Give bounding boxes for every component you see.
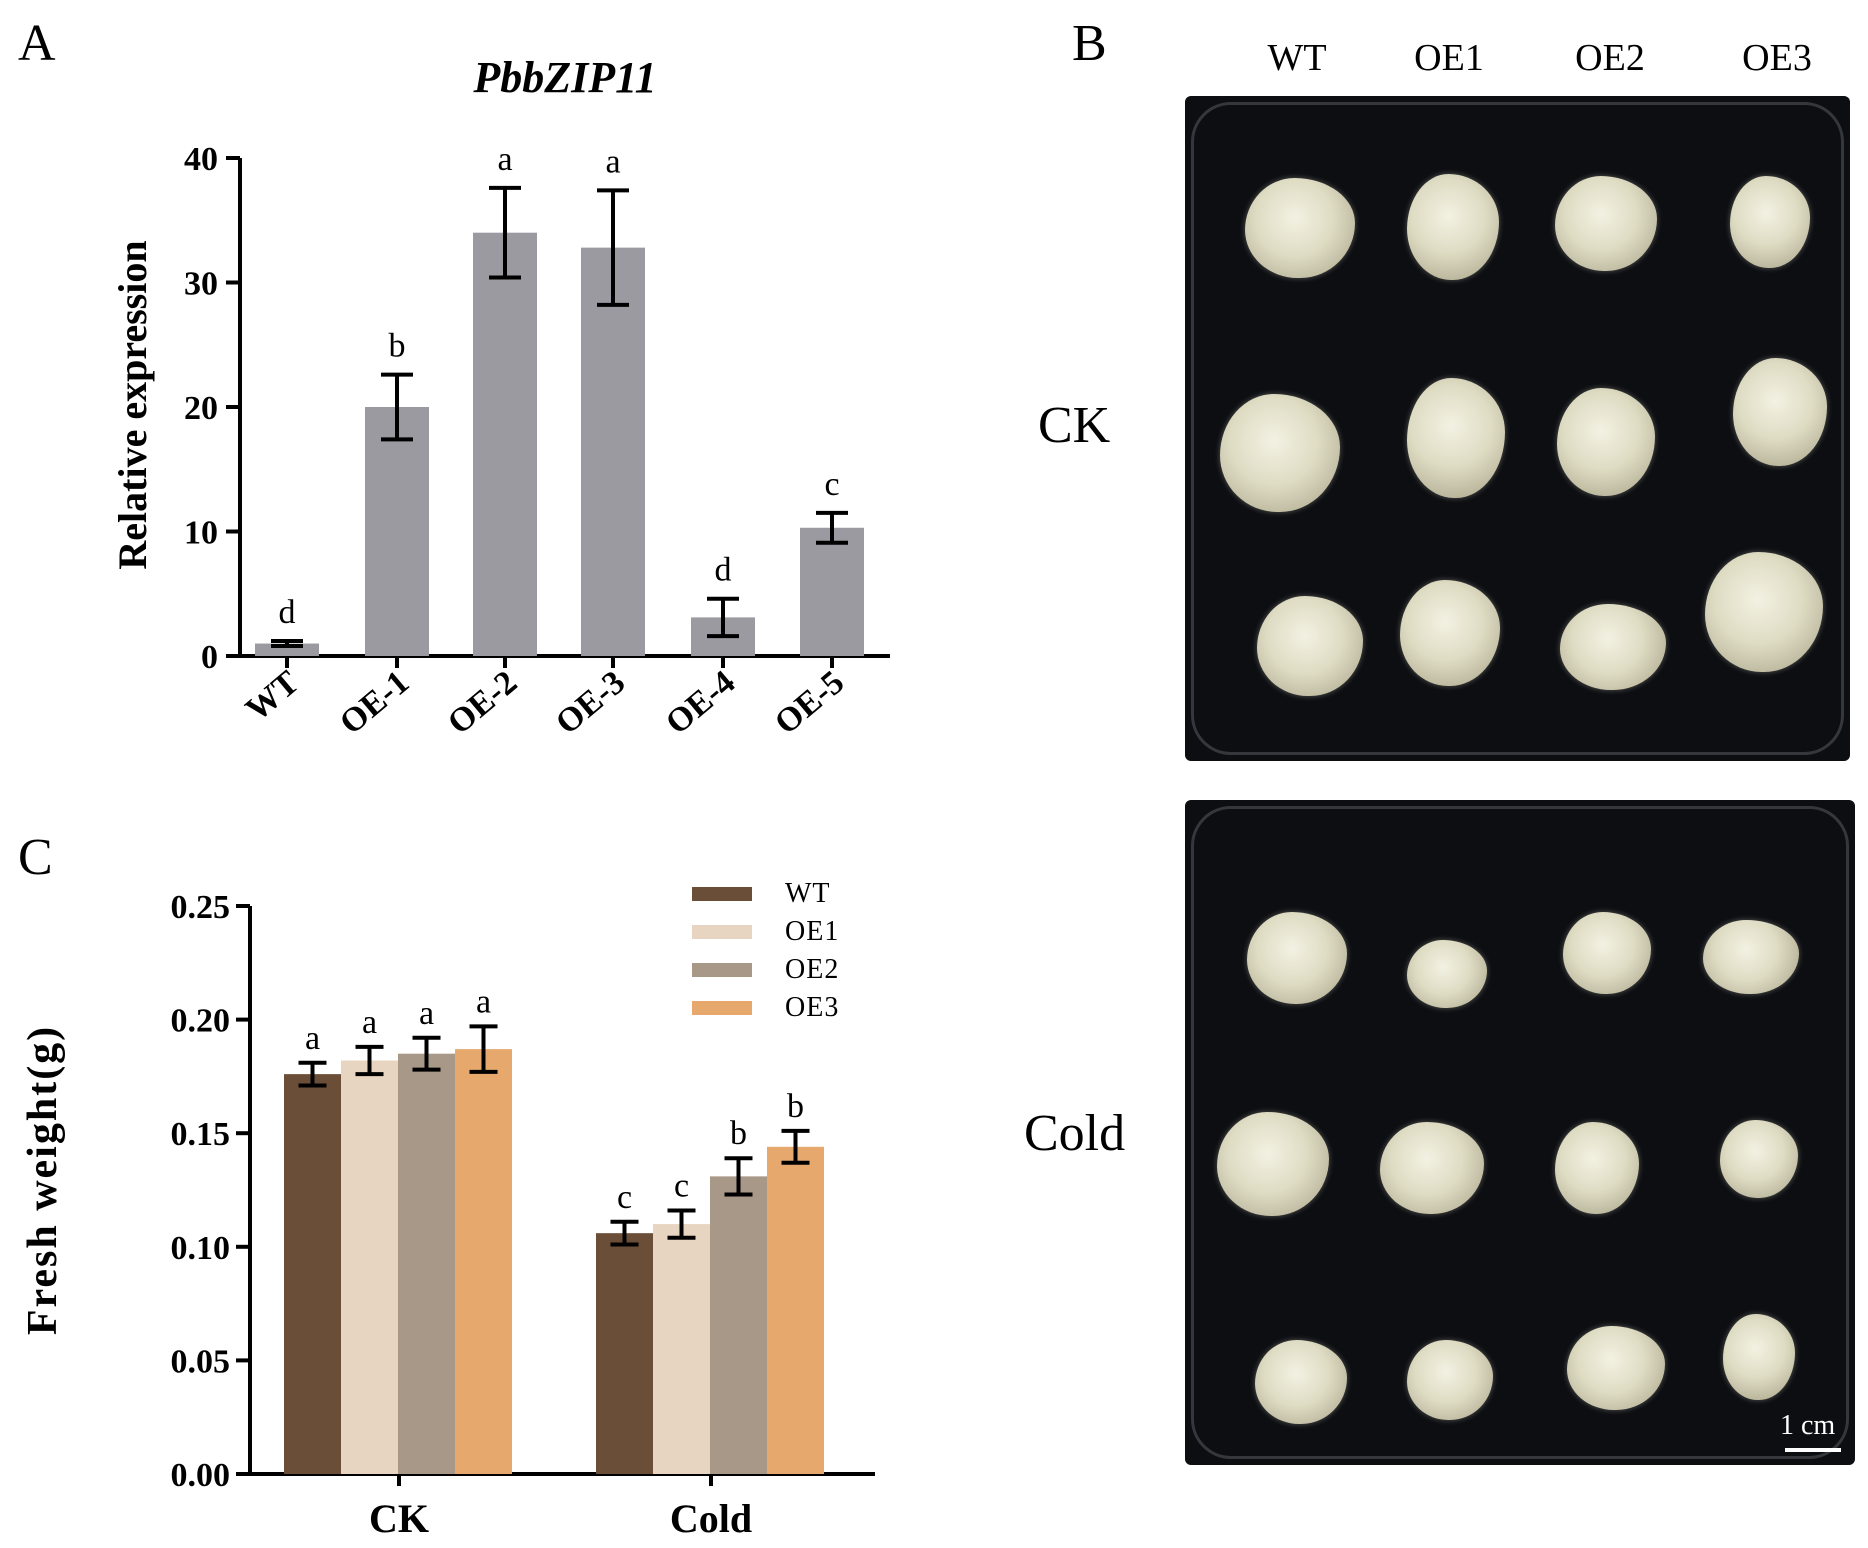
callus-cold-wt-2 [1217,1112,1329,1216]
photo-row-label-cold: Cold [1024,1105,1126,1162]
chart-c-significance-letter: a [362,1004,377,1041]
chart-c-significance-letter: a [305,1020,320,1057]
chart-c-bar-cold-oe1 [653,1224,710,1474]
panel-letter-c: C [18,829,53,886]
chart-a-significance-letter: c [824,466,839,503]
chart-a-bar-oe-1 [365,407,429,656]
panel-letter-a: A [18,15,56,72]
callus-ck-oe3-1 [1730,176,1810,268]
callus-ck-oe2-3 [1560,604,1666,690]
chart-c-significance-letter: c [674,1167,689,1204]
chart-c-significance-letter: b [787,1088,804,1125]
chart-c-fresh-weight: 0.00 0.05 0.10 0.15 0.20 0.25 Fresh weight(g) a… [20,878,875,1541]
chart-a-significance-letter: b [389,328,406,365]
legend-label-oe3: OE3 [785,992,839,1023]
callus-cold-oe1-3 [1407,1340,1493,1420]
callus-cold-oe1-1 [1407,940,1487,1008]
callus-cold-oe1-2 [1380,1122,1484,1214]
chart-c-bar-ck-oe3 [455,1049,512,1474]
chart-a-y-tick-label: 20 [184,390,218,427]
scale-bar-label: 1 cm [1780,1410,1836,1441]
chart-c-x-tick-label-cold: Cold [670,1496,752,1541]
chart-c-y-tick-label: 0.25 [171,889,231,926]
chart-a-title: PbbZIP11 [472,53,656,102]
legend-swatch-oe2 [692,963,752,977]
chart-a-y-tick-label: 40 [184,141,218,178]
chart-a-y-tick-label: 0 [201,639,218,676]
chart-c-x-tick-label-ck: CK [369,1496,429,1541]
callus-cold-wt-1 [1247,912,1347,1004]
chart-c-y-tick-label: 0.10 [171,1230,231,1267]
legend-label-oe2: OE2 [785,954,839,985]
chart-c-bar-cold-oe3 [767,1146,824,1474]
callus-cold-wt-3 [1255,1340,1347,1424]
chart-c-y-tick-label: 0.00 [171,1457,231,1494]
chart-c-y-tick-label: 0.20 [171,1003,231,1040]
chart-c-significance-letter: c [617,1179,632,1216]
chart-c-significance-letter: a [476,983,491,1020]
chart-a-y-axis-label: Relative expression [110,240,155,569]
photo-col-label-oe3: OE3 [1742,37,1812,79]
chart-a-bar-oe-3 [581,247,645,656]
photo-row-label-ck: CK [1038,397,1111,454]
chart-a-bar-oe-2 [473,232,537,656]
photo-col-label-wt: WT [1267,37,1327,79]
legend-label-oe1: OE1 [785,916,839,947]
chart-a-significance-letter: a [497,141,512,178]
chart-c-bar-ck-oe2 [398,1053,455,1474]
chart-a-significance-letter: d [715,552,732,589]
callus-cold-oe3-2 [1720,1120,1798,1198]
callus-ck-oe3-2 [1733,358,1827,466]
callus-ck-wt-2 [1220,394,1340,512]
callus-cold-oe2-1 [1563,912,1651,994]
chart-c-bar-cold-oe2 [710,1176,767,1474]
legend-swatch-oe1 [692,925,752,939]
callus-ck-oe2-2 [1557,388,1655,496]
photo-col-label-oe2: OE2 [1575,37,1645,79]
petri-dish-photo-ck [1185,96,1850,761]
chart-c-significance-letter: a [419,995,434,1032]
chart-a-bar-oe-5 [800,527,864,656]
chart-a-y-tick-label: 30 [184,266,218,303]
chart-c-bar-cold-wt [596,1233,653,1474]
chart-c-legend: WT OE1 OE2 OE3 [692,878,839,1023]
legend-swatch-oe3 [692,1001,752,1015]
callus-cold-oe3-1 [1703,920,1799,994]
chart-c-significance-letter: b [730,1115,747,1152]
callus-ck-wt-1 [1245,178,1355,278]
photo-col-label-oe1: OE1 [1414,37,1484,79]
chart-c-y-axis-label: Fresh weight(g) [20,1025,66,1335]
chart-c-y-tick-label: 0.05 [171,1343,231,1380]
callus-ck-oe2-1 [1555,176,1657,271]
callus-ck-oe1-1 [1407,174,1499,280]
chart-a-significance-letter: d [279,594,296,631]
callus-ck-oe1-2 [1407,378,1505,498]
chart-c-bar-ck-oe1 [341,1060,398,1474]
legend-label-wt: WT [785,878,831,909]
chart-a-significance-letter: a [605,143,620,180]
callus-ck-oe1-3 [1400,580,1500,686]
callus-cold-oe2-3 [1567,1326,1665,1410]
chart-a-y-tick-label: 10 [184,515,218,552]
scale-bar [1785,1448,1841,1452]
legend-swatch-wt [692,887,752,901]
callus-cold-oe2-2 [1555,1122,1639,1214]
panel-letter-b: B [1072,15,1107,72]
callus-cold-oe3-3 [1723,1314,1795,1400]
chart-c-bar-ck-wt [284,1074,341,1474]
chart-c-y-tick-label: 0.15 [171,1116,231,1153]
dish-rim [1191,102,1844,755]
petri-dish-photo-cold: 1 cm [1185,800,1855,1465]
callus-ck-wt-3 [1257,596,1363,696]
dish-rim [1191,806,1849,1459]
callus-ck-oe3-3 [1705,552,1823,672]
